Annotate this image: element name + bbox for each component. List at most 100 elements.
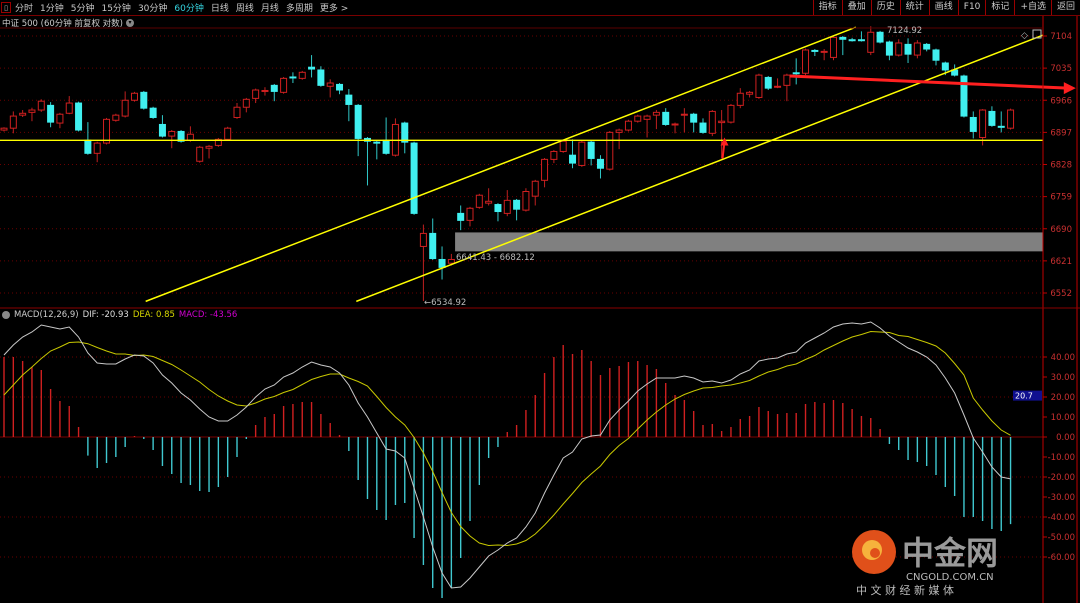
candle-body (802, 49, 810, 74)
candle (37, 99, 45, 112)
candle (289, 72, 297, 84)
candle (317, 66, 325, 87)
candle (680, 108, 688, 133)
toolbar-button-1[interactable]: 叠加 (841, 0, 871, 15)
toolbar-button-5[interactable]: F10 (957, 0, 986, 15)
candle (224, 126, 232, 141)
candle (494, 203, 502, 222)
candle (429, 218, 437, 260)
macd-name[interactable]: MACD(12,26,9) (14, 310, 79, 320)
candle (913, 40, 921, 59)
macd-legend: MACD(12,26,9) DIF: -20.93 DEA: 0.85 MACD… (2, 310, 237, 320)
candle-body (438, 258, 446, 268)
candle (205, 144, 213, 159)
candle (391, 118, 399, 157)
candle-body (643, 115, 651, 120)
candle-body (19, 112, 27, 116)
tab-9[interactable]: 多周期 (285, 4, 313, 14)
candle-body (522, 191, 530, 211)
candle (401, 121, 409, 154)
low-label: ←6534.92 (424, 298, 466, 308)
toolbar-button-8[interactable]: 返回 (1050, 0, 1080, 15)
candle-body (662, 111, 670, 125)
candle-body (233, 106, 241, 118)
toolbar-button-0[interactable]: 指标 (812, 0, 842, 15)
price-tick-label: 7035 (1050, 64, 1072, 74)
candle (997, 111, 1005, 133)
candle (718, 110, 726, 159)
candle-body (690, 113, 698, 123)
candle (93, 141, 101, 163)
tab-1[interactable]: 1分钟 (40, 4, 64, 14)
red-arrowhead (1063, 82, 1076, 95)
candle-body (979, 109, 987, 138)
toolbar-button-3[interactable]: 统计 (899, 0, 929, 15)
candle-body (960, 75, 968, 117)
toolbar-button-2[interactable]: 历史 (870, 0, 900, 15)
gridlines (0, 35, 1043, 558)
candle-body (466, 207, 474, 221)
toolbar-button-4[interactable]: 画线 (928, 0, 958, 15)
candle (662, 108, 670, 126)
candle-body (569, 154, 577, 164)
watermark-tagline: 中 文 财 经 新 媒 体 (856, 583, 954, 597)
tab-2[interactable]: 5分钟 (70, 4, 95, 14)
candle-body (988, 110, 996, 126)
candle-body (541, 158, 549, 181)
candle (699, 118, 707, 134)
diamond-icon[interactable]: ◇ (1021, 31, 1028, 41)
candle-body (65, 102, 73, 114)
candle (233, 103, 241, 119)
price-tick-label: 6759 (1050, 193, 1072, 203)
candle-body (913, 42, 921, 56)
tab-0[interactable]: 分时 (15, 4, 34, 14)
candle (363, 137, 371, 186)
crosshair-value: 20.7 (1015, 392, 1033, 401)
candle (410, 141, 418, 215)
candle-body (401, 122, 409, 143)
dropdown-icon[interactable]: ▾ (125, 19, 134, 27)
tab-4[interactable]: 30分钟 (137, 4, 168, 14)
indicator-menu-icon[interactable] (2, 311, 10, 319)
toolbar-button-6[interactable]: 标记 (985, 0, 1014, 15)
sidebar-toggle-icon[interactable]: ▯ (1, 2, 11, 13)
candle (270, 83, 278, 102)
candle-body (317, 69, 325, 86)
watermark-logo: 中金网 CNGOLD.COM.CN 中 文 财 经 新 媒 体 (850, 528, 1020, 602)
candle (140, 90, 148, 110)
watermark-brand: 中金网 (902, 534, 998, 572)
tab-10[interactable]: 更多 > (319, 4, 349, 14)
candle-body (494, 204, 502, 213)
candle-body (895, 42, 903, 56)
tab-3[interactable]: 15分钟 (101, 4, 131, 14)
candle-body (457, 212, 465, 221)
panel-toggle-icon[interactable] (1032, 29, 1042, 39)
candle (746, 90, 754, 98)
candle-body (308, 66, 316, 70)
candle-body (559, 140, 567, 152)
candle (829, 36, 837, 61)
tab-8[interactable]: 月线 (260, 4, 279, 14)
zone-label: 6641.43 - 6682.12 (456, 253, 535, 263)
candle (531, 179, 539, 206)
candle (774, 78, 782, 89)
candle (149, 106, 157, 119)
candle (541, 157, 549, 188)
tab-7[interactable]: 周线 (235, 4, 254, 14)
candle-body (373, 141, 381, 144)
candle-body (932, 49, 940, 61)
tab-6[interactable]: 日线 (210, 4, 229, 14)
toolbar-button-7[interactable]: +自选 (1014, 0, 1051, 15)
candle (65, 96, 73, 115)
candle (923, 42, 931, 52)
channel-line (356, 34, 1044, 303)
price-tick-label: 7104 (1050, 32, 1072, 42)
tab-5[interactable]: 60分钟 (174, 4, 204, 14)
candle (242, 97, 250, 113)
candle (764, 76, 772, 91)
candle-body (345, 94, 353, 105)
candle-body (997, 125, 1005, 128)
candle-body (727, 104, 735, 123)
candle (979, 109, 987, 146)
